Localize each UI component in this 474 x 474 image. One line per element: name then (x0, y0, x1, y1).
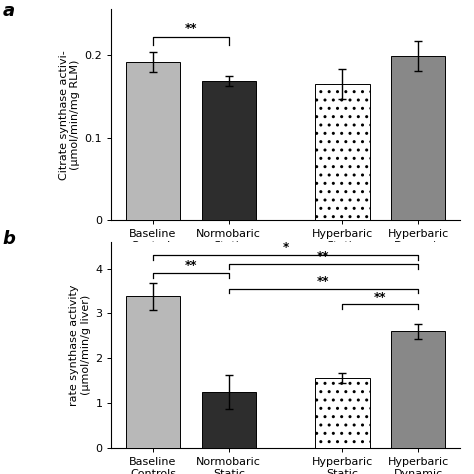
Text: **: ** (317, 250, 330, 263)
Bar (391, 56, 446, 220)
Text: **: ** (374, 291, 386, 304)
Bar (315, 378, 370, 448)
Text: **: ** (185, 22, 197, 35)
Y-axis label: rate synthase activity
(μmol/min/g liver): rate synthase activity (μmol/min/g liver… (70, 284, 91, 406)
Bar (315, 84, 370, 220)
Y-axis label: Citrate synthase activi-
(μmol/min/mg RLM): Citrate synthase activi- (μmol/min/mg RL… (59, 50, 81, 180)
Text: b: b (2, 230, 15, 248)
Bar (201, 82, 256, 220)
Text: **: ** (317, 275, 330, 288)
Text: **: ** (185, 259, 197, 272)
Text: a: a (2, 2, 15, 20)
Bar (126, 296, 180, 448)
Bar (201, 392, 256, 448)
Bar (126, 62, 180, 220)
Text: *: * (283, 241, 289, 254)
Bar (391, 331, 446, 448)
